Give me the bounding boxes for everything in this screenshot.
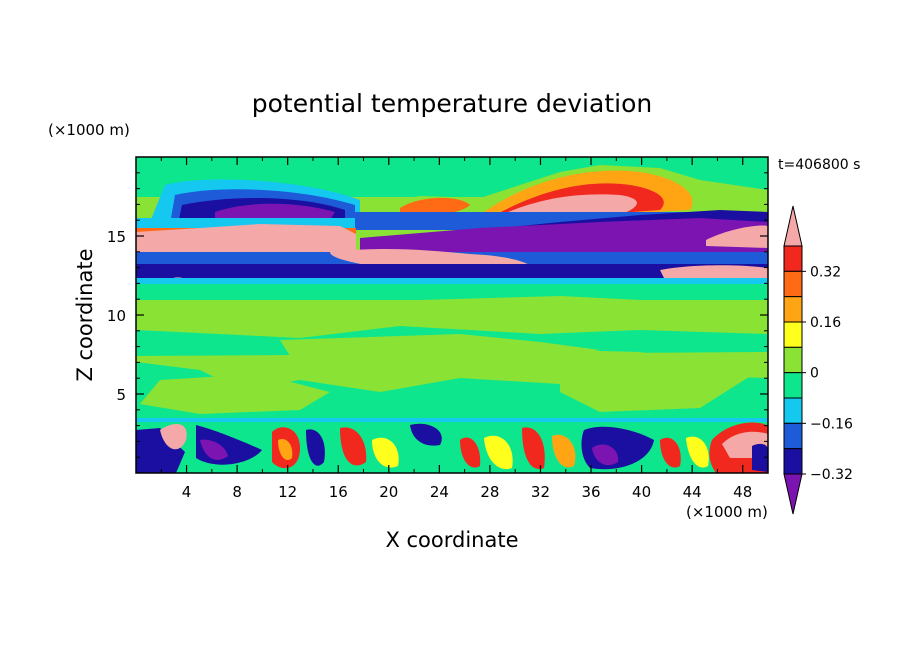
y-axis-label: Z coordinate [73, 248, 97, 381]
bl-purple-5 [592, 444, 619, 466]
colorbar-swatch [783, 448, 803, 475]
bl-purple-left [136, 428, 185, 473]
colorbar-label: −0.32 [810, 467, 853, 483]
colorbar-label: 0.16 [810, 315, 841, 331]
colorbar-swatch [783, 245, 803, 272]
colorbar-swatch [783, 296, 803, 323]
cyan-edge-low [136, 278, 768, 284]
x-tick-label: 40 [632, 483, 651, 501]
colorbar-swatch [783, 422, 803, 450]
y-tick-label: 10 [107, 307, 126, 325]
colorbar-label: 0.32 [810, 264, 841, 280]
pink-right-lens [706, 225, 768, 248]
bl-purple-2 [200, 439, 228, 460]
x-tick-label: 48 [733, 483, 752, 501]
bl-red-3 [460, 437, 481, 468]
trop-green-blob-3 [280, 334, 600, 362]
colorbar-swatch [783, 397, 803, 424]
x-tick-label: 12 [278, 483, 297, 501]
purple-band-right [360, 218, 768, 252]
colorbar-min-arrow [783, 473, 803, 515]
bl-navy-3 [306, 429, 325, 466]
colorbar-swatch [783, 270, 803, 298]
colorbar-swatch [783, 321, 803, 348]
upper-orange-small [400, 197, 470, 216]
y-unit-label: (×1000 m) [48, 121, 130, 139]
x-tick-label: 32 [531, 483, 550, 501]
pink-main-band [136, 224, 356, 252]
colorbar-swatch [783, 346, 803, 374]
x-tick-label: 28 [480, 483, 499, 501]
y-tick-label: 5 [116, 386, 126, 404]
contour-field [136, 157, 768, 473]
bl-red-2 [340, 427, 367, 466]
bl-orange-1 [278, 438, 293, 460]
colorbar: 0.32 0.16 0 −0.16 −0.32 [783, 205, 853, 515]
bl-yellow-2 [484, 435, 513, 470]
bl-cyan-top [136, 418, 768, 422]
chart-title: potential temperature deviation [252, 89, 652, 118]
y-tick-label: 15 [107, 228, 126, 246]
colorbar-swatch [783, 372, 803, 399]
trop-green-blob-2 [420, 296, 768, 330]
bl-yellow-3 [686, 436, 709, 468]
bl-navy-right [752, 443, 768, 472]
x-tick-label: 16 [329, 483, 348, 501]
time-label: t=406800 s [778, 157, 860, 173]
colorbar-max-arrow [783, 205, 803, 247]
x-tick-label: 4 [182, 483, 192, 501]
trop-neutral-a [136, 284, 768, 300]
x-unit-label: (×1000 m) [686, 503, 768, 521]
colorbar-label: −0.16 [810, 416, 853, 432]
y-axis-ticks: 5 10 15 [107, 172, 768, 458]
bl-orange-2 [552, 434, 576, 468]
bl-red-5 [660, 437, 681, 468]
colorbar-label: 0 [810, 366, 819, 382]
trop-green-blob-5 [560, 350, 760, 412]
upper-purple-band [215, 203, 335, 220]
x-tick-label: 44 [683, 483, 702, 501]
trop-green-blob-4 [140, 374, 330, 414]
bl-pink-left [160, 424, 187, 450]
navy-band-low [136, 264, 768, 278]
bl-navy-4 [410, 423, 442, 446]
x-tick-label: 24 [430, 483, 449, 501]
bl-yellow-1 [372, 437, 399, 468]
x-axis-ticks: 4 8 12 16 20 24 28 32 36 40 44 48 [160, 157, 752, 501]
bl-red-4 [522, 427, 545, 470]
x-tick-label: 36 [581, 483, 600, 501]
x-tick-label: 8 [232, 483, 242, 501]
trop-green-blob-1 [160, 304, 360, 336]
x-tick-label: 20 [379, 483, 398, 501]
x-axis-label: X coordinate [385, 528, 518, 552]
